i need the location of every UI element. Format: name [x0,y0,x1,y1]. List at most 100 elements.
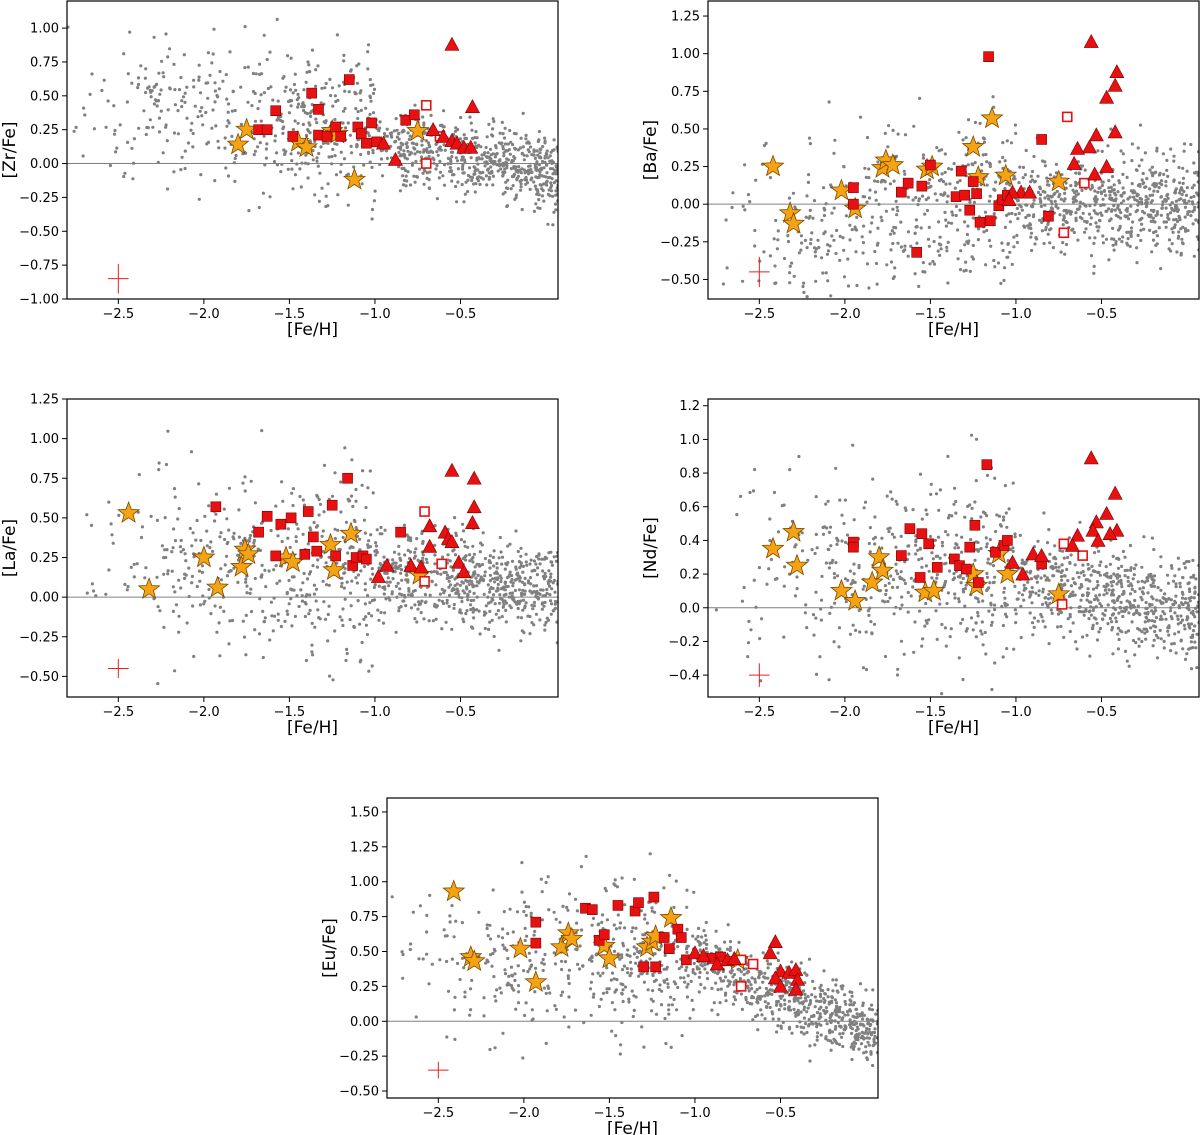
star-marker [322,558,346,581]
field-star [1105,582,1109,586]
y-tick-label: 0.6 [679,500,700,515]
y-tick-label: 1.00 [30,22,59,37]
field-star [144,67,148,71]
field-star [1106,144,1110,148]
field-star [1041,189,1045,194]
y-tick-label: 0.50 [30,511,59,526]
field-star [889,490,893,494]
field-star [1026,213,1030,217]
field-star [1007,212,1011,216]
field-star [899,570,903,574]
field-star [1152,578,1156,582]
field-star [455,582,459,586]
field-star [1054,162,1058,166]
square-marker [984,215,996,227]
field-star [379,563,383,567]
field-star [1152,181,1156,186]
field-star [162,625,166,630]
field-star [472,165,476,169]
field-star [393,140,397,144]
field-star [782,503,786,507]
field-star [321,529,325,533]
field-star [892,275,896,279]
field-star [776,530,781,534]
field-star [464,612,468,616]
field-star [530,569,534,573]
field-star [479,541,483,545]
field-star [349,604,353,608]
y-axis-label: [Zr/Fe] [0,122,20,179]
field-star [433,524,437,528]
field-star [197,78,201,82]
field-star [346,121,350,125]
field-star [982,230,986,234]
field-star [281,131,285,135]
field-star [413,152,417,156]
field-star [456,128,460,132]
field-star [111,541,115,545]
field-star [275,17,279,21]
field-star [496,586,500,590]
field-star [216,139,220,143]
field-star [978,121,982,125]
field-star [1097,570,1101,575]
field-star [191,531,195,535]
field-star [1038,187,1042,191]
field-star [115,146,119,150]
field-star [1066,617,1070,621]
field-star [530,170,534,174]
field-star [356,116,360,121]
field-star [1049,596,1053,600]
field-star [823,208,827,212]
field-star [629,960,633,964]
field-star [404,142,408,146]
field-star [982,137,987,141]
field-star [1170,642,1174,646]
field-star [736,312,739,315]
field-star [368,112,372,116]
field-star [272,614,277,618]
field-star [874,198,878,202]
triangle-marker [451,554,467,569]
field-star [1195,610,1199,614]
field-star [287,578,291,583]
field-star [268,195,272,199]
field-star [1137,637,1141,641]
field-star [1116,573,1120,577]
field-star [262,33,266,37]
field-star [1018,566,1023,570]
field-star [425,171,429,175]
field-star [1122,160,1126,164]
field-star [290,99,294,103]
field-star [1015,233,1019,237]
field-star [762,250,766,254]
field-star [509,187,513,191]
field-star [315,493,319,497]
field-star [1109,185,1113,189]
field-star [450,155,454,159]
field-star [1176,556,1180,560]
field-star [338,547,342,552]
field-star [549,150,553,154]
field-star [907,552,911,556]
field-star [1005,525,1009,529]
field-star [540,194,545,198]
field-star [314,587,319,591]
field-star [315,121,319,125]
field-star [894,499,898,503]
field-star [477,564,481,568]
field-star [247,209,251,213]
field-star [1020,208,1024,212]
field-star [412,174,416,178]
field-star [434,167,438,171]
field-star [988,164,992,169]
field-star [545,591,549,596]
field-star [477,609,481,613]
field-star [218,69,222,74]
field-star [312,592,316,596]
field-star [1062,635,1066,640]
field-star [483,626,487,631]
field-star [984,536,988,540]
field-star [834,983,838,987]
field-star [445,573,450,577]
